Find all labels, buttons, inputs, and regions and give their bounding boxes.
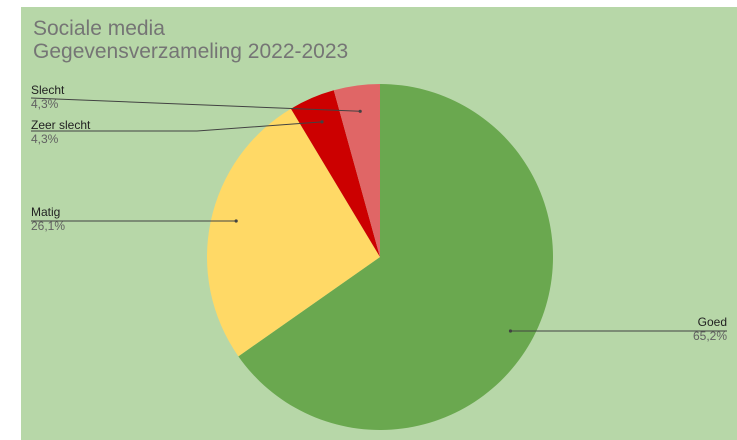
slice-name: Goed xyxy=(697,315,727,329)
slice-label-slecht: Slecht 4,3% xyxy=(31,83,64,111)
slice-percent: 26,1% xyxy=(31,219,66,233)
chart-subtitle: Gegevensverzameling 2022-2023 xyxy=(33,40,349,63)
leader-dot xyxy=(358,109,362,113)
leader-line xyxy=(30,97,361,112)
pie-slice-slecht xyxy=(333,84,380,257)
leader-dot xyxy=(234,219,238,223)
slice-name: Matig xyxy=(31,205,61,219)
pie-chart xyxy=(30,84,727,430)
slice-name: Slecht xyxy=(31,83,65,97)
pie-slice-matig xyxy=(206,108,380,357)
slice-percent: 4,3% xyxy=(31,97,59,111)
chart-area: Sociale media Gegevensverzameling 2022-2… xyxy=(21,7,737,440)
leader-line xyxy=(31,121,323,132)
slice-label-goed: Goed 65,2% xyxy=(641,315,727,343)
pie-slice-goed xyxy=(238,84,553,430)
slice-percent: 65,2% xyxy=(692,329,727,343)
slice-label-matig: Matig 26,1% xyxy=(31,205,65,233)
slice-name: Zeer slecht xyxy=(31,118,91,132)
chart-title: Sociale media xyxy=(33,17,165,40)
slice-percent: 4,3% xyxy=(31,132,59,146)
leader-dot xyxy=(320,120,324,124)
slice-label-zeer-slecht: Zeer slecht 4,3% xyxy=(31,118,90,146)
pie-slice-zeer-slecht xyxy=(290,90,380,257)
leader-dot xyxy=(508,329,513,333)
